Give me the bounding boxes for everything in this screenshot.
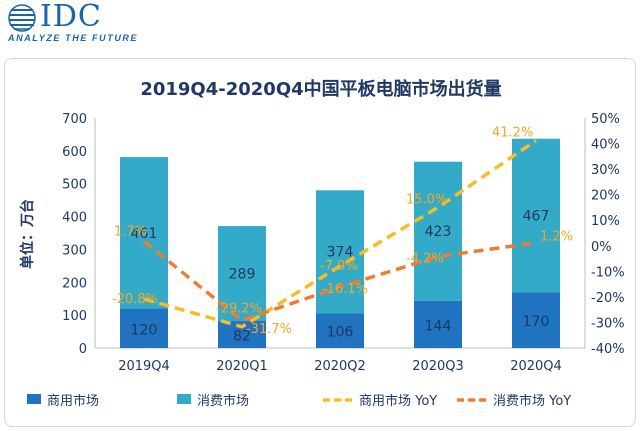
y2-tick-label: 40% xyxy=(591,138,620,153)
bar-commercial xyxy=(512,292,560,348)
legend: 商用市场 消费市场 商用市场 YoY 消费市场 YoY xyxy=(27,393,571,409)
chart-title: 2019Q4-2020Q4中国平板电脑市场出货量 xyxy=(140,78,501,100)
x-tick-label: 2020Q2 xyxy=(314,359,366,374)
y-tick-label: 0 xyxy=(79,342,87,357)
x-tick-label: 2020Q4 xyxy=(510,359,562,374)
bar-label-commercial: 120 xyxy=(131,322,158,338)
legend-label: 消费市场 YoY xyxy=(493,393,571,409)
commercial-yoy-label: -20.8% xyxy=(112,292,158,307)
logo-tagline: ANALYZE THE FUTURE xyxy=(8,33,139,43)
legend-swatch xyxy=(177,394,191,404)
bar-consumer xyxy=(512,138,560,293)
bar-commercial xyxy=(120,308,168,348)
y2-tick-label: 10% xyxy=(591,214,620,229)
y2-tick-label: 0% xyxy=(591,240,612,255)
bar-consumer xyxy=(218,226,266,322)
y2-tick-label: 30% xyxy=(591,163,620,178)
commercial-yoy-label: -7.9% xyxy=(320,259,358,274)
commercial-yoy-line xyxy=(143,139,537,329)
x-tick-label: 2020Q1 xyxy=(216,359,268,374)
bar-label-consumer: 467 xyxy=(523,208,550,224)
y-tick-label: 100 xyxy=(62,309,87,324)
consumer-yoy-label: 1.2% xyxy=(540,230,573,245)
legend-label: 消费市场 xyxy=(197,393,249,409)
y2-tick-label: -20% xyxy=(591,291,625,306)
y-tick-label: 600 xyxy=(62,145,87,160)
y2-tick-label: -10% xyxy=(591,265,625,280)
axes: 0 100 200 300 400 500 600 700 -40% -30% -20% -10% 0%… xyxy=(62,112,624,374)
legend-swatch xyxy=(27,394,41,404)
y2-tick-label: 20% xyxy=(591,189,620,204)
commercial-yoy-label: 15.0% xyxy=(406,192,447,207)
y-axis-label: 单位：万台 xyxy=(19,199,36,269)
bar-label-consumer: 423 xyxy=(425,224,452,240)
bar-label-commercial: 144 xyxy=(425,318,452,334)
legend-label: 商用市场 YoY xyxy=(359,393,437,409)
y-tick-label: 200 xyxy=(62,276,87,291)
bar-label-consumer: 374 xyxy=(327,245,354,261)
bar-consumer xyxy=(414,161,462,301)
globe-icon xyxy=(8,4,36,32)
consumer-yoy-label: -4.2% xyxy=(406,252,444,267)
chart: 2019Q4-2020Q4中国平板电脑市场出货量 单位：万台 0 100 200 30… xyxy=(19,78,625,409)
y2-tick-label: -30% xyxy=(591,316,625,331)
x-tick-label: 2020Q3 xyxy=(412,359,464,374)
y-tick-label: 500 xyxy=(62,178,87,193)
legend-label: 商用市场 xyxy=(47,393,99,409)
y2-tick-label: -40% xyxy=(591,342,625,357)
y-tick-label: 300 xyxy=(62,243,87,258)
idc-logo: IDC ANALYZE THE FUTURE xyxy=(6,0,246,44)
y-tick-label: 700 xyxy=(62,112,87,127)
bar-label-consumer: 289 xyxy=(229,267,256,283)
bar-label-consumer: 461 xyxy=(131,226,158,242)
data-labels: 120 461 82 289 106 374 144 423 170 467 -20.8% -31.7… xyxy=(112,125,573,344)
commercial-yoy-label: 41.2% xyxy=(492,125,533,140)
y-tick-label: 400 xyxy=(62,211,87,226)
x-tick-label: 2019Q4 xyxy=(118,359,170,374)
header: IDC ANALYZE THE FUTURE xyxy=(0,0,640,46)
consumer-yoy-label: 1.7% xyxy=(114,224,147,239)
bar-label-commercial: 82 xyxy=(233,329,251,345)
commercial-yoy-label: -31.7% xyxy=(246,322,292,337)
bar-label-commercial: 170 xyxy=(523,314,550,330)
bar-commercial xyxy=(316,313,364,348)
bar-commercial xyxy=(414,300,462,348)
y2-tick-label: 50% xyxy=(591,112,620,127)
yoy-lines xyxy=(142,139,537,329)
consumer-yoy-label: -29.2% xyxy=(216,301,262,316)
consumer-yoy-label: -16.1% xyxy=(322,282,368,297)
chart-panel: 2019Q4-2020Q4中国平板电脑市场出货量 单位：万台 0 100 200 30… xyxy=(4,58,636,427)
logo-text: IDC xyxy=(40,0,102,34)
bar-consumer xyxy=(120,157,168,309)
consumer-yoy-line xyxy=(142,240,537,323)
bars xyxy=(120,138,560,348)
bar-label-commercial: 106 xyxy=(327,325,354,341)
